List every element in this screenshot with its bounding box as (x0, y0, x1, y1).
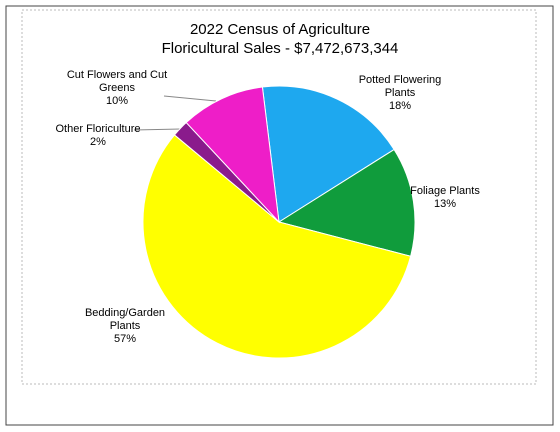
category-label: Foliage Plants (410, 185, 480, 197)
slice-label: Other Floriculture 2% (40, 123, 156, 149)
pie-slice (277, 148, 416, 257)
value-label: 18% (388, 100, 412, 112)
category-label: Potted Flowering Plants (358, 74, 442, 99)
pie-slice (185, 86, 280, 224)
category-label: Other Floriculture (55, 123, 141, 135)
pie-slice (142, 134, 412, 359)
leader-line (163, 95, 217, 102)
plot-frame (21, 9, 537, 385)
slice-label: Potted Flowering Plants 18% (352, 74, 448, 113)
leader-line (133, 128, 182, 131)
slice-label: Cut Flowers and Cut Greens 10% (52, 69, 182, 108)
chart-frame (5, 5, 554, 426)
value-label: 13% (433, 198, 457, 210)
category-label: Cut Flowers and Cut Greens (66, 69, 168, 94)
slice-label: Foliage Plants 13% (402, 185, 488, 211)
value-label: 10% (105, 95, 129, 107)
slice-label: Bedding/Garden Plants 57% (70, 307, 180, 346)
chart-title: 2022 Census of Agriculture (189, 21, 371, 38)
pie-slice (261, 85, 395, 223)
value-label: 57% (113, 333, 137, 345)
value-label: 2% (90, 136, 106, 148)
chart-subtitle: Floricultural Sales - $7,472,673,344 (161, 40, 399, 57)
category-label: Bedding/Garden Plants (84, 307, 166, 332)
